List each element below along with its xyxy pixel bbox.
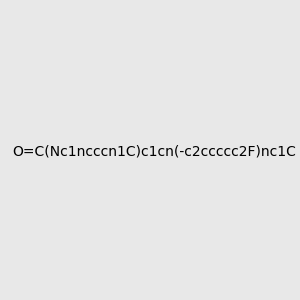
Text: O=C(Nc1ncccn1C)c1cn(-c2ccccc2F)nc1C: O=C(Nc1ncccn1C)c1cn(-c2ccccc2F)nc1C: [12, 145, 296, 158]
